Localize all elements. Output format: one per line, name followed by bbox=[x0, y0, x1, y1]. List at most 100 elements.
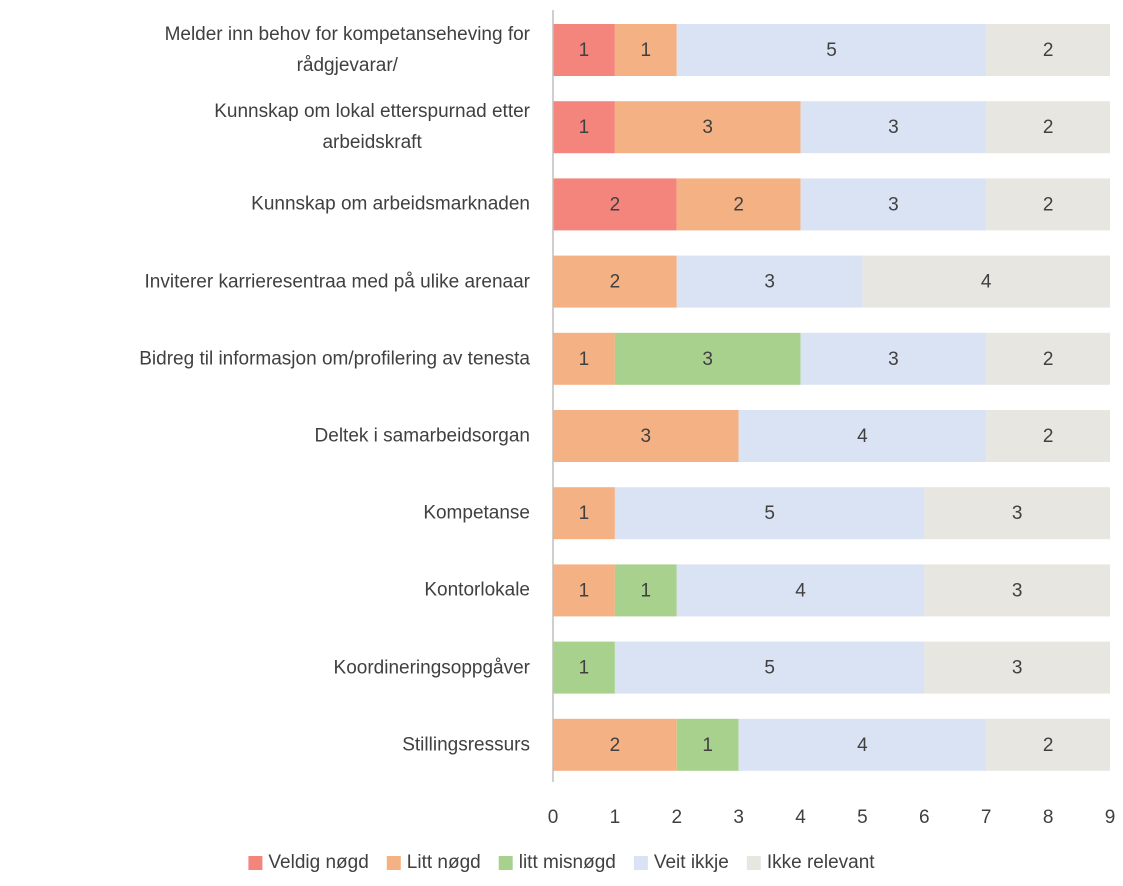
bar-segment bbox=[986, 332, 1110, 385]
data-label: 1 bbox=[579, 503, 590, 524]
bar-segment bbox=[924, 641, 1110, 694]
legend-label: Ikke relevant bbox=[767, 852, 875, 873]
data-label: 3 bbox=[702, 117, 713, 138]
data-label: 2 bbox=[1043, 194, 1054, 215]
data-label: 3 bbox=[641, 426, 652, 447]
category-label: Kontorlokale bbox=[424, 579, 530, 601]
legend-swatch bbox=[633, 856, 648, 870]
x-tick-label: 7 bbox=[981, 807, 992, 828]
category-label: Kunnskap om lokal etterspurnad etter arb… bbox=[214, 101, 530, 154]
data-label: 3 bbox=[888, 349, 899, 370]
bar-segment bbox=[553, 255, 677, 308]
x-tick-label: 6 bbox=[919, 807, 930, 828]
x-tick-label: 1 bbox=[610, 807, 621, 828]
bar-segment bbox=[553, 24, 615, 76]
data-label: 1 bbox=[579, 117, 590, 138]
x-tick-label: 2 bbox=[671, 807, 682, 828]
data-label: 1 bbox=[579, 658, 590, 679]
category-label: Melder inn behov for kompetanseheving fo… bbox=[164, 24, 530, 76]
data-label: 2 bbox=[610, 735, 621, 756]
category-label: Bidreg til informasjon om/profilering av… bbox=[139, 348, 530, 370]
x-tick-label: 0 bbox=[548, 807, 559, 828]
data-label: 5 bbox=[826, 40, 837, 61]
bar-segment bbox=[614, 101, 801, 154]
bar-segment bbox=[676, 564, 925, 617]
bar-segment bbox=[924, 487, 1110, 540]
bar-segment bbox=[986, 101, 1110, 154]
bar-segment bbox=[800, 332, 987, 385]
data-label: 3 bbox=[888, 194, 899, 215]
bar-segment bbox=[986, 178, 1110, 231]
data-label: 2 bbox=[1043, 40, 1054, 61]
legend-label: Litt nøgd bbox=[407, 852, 481, 873]
legend-swatch bbox=[498, 856, 513, 870]
data-label: 2 bbox=[1043, 349, 1054, 370]
bar-segment bbox=[676, 718, 739, 771]
data-label: 2 bbox=[610, 272, 621, 293]
bar-segment bbox=[553, 332, 615, 385]
category-label: Kompetanse bbox=[423, 502, 530, 524]
bar-segment bbox=[614, 641, 925, 694]
bar-segment bbox=[553, 487, 615, 540]
bar-segment bbox=[986, 410, 1110, 462]
data-label: 1 bbox=[702, 735, 713, 756]
data-label: 4 bbox=[981, 272, 992, 293]
data-label: 3 bbox=[1012, 658, 1023, 679]
bar-segment bbox=[986, 24, 1110, 76]
bar-segment bbox=[614, 564, 677, 617]
data-label: 3 bbox=[1012, 503, 1023, 524]
bar-segment bbox=[738, 410, 987, 462]
data-label: 1 bbox=[641, 40, 652, 61]
bar-segment bbox=[553, 101, 615, 154]
bar-segment bbox=[553, 564, 615, 617]
data-label: 3 bbox=[888, 117, 899, 138]
data-label: 2 bbox=[1043, 426, 1054, 447]
legend-label: Veit ikkje bbox=[654, 852, 729, 873]
x-tick-label: 9 bbox=[1105, 807, 1116, 828]
x-tick-label: 4 bbox=[795, 807, 806, 828]
x-tick-label: 5 bbox=[857, 807, 868, 828]
data-label: 1 bbox=[579, 580, 590, 601]
legend-swatch bbox=[746, 856, 761, 870]
x-tick-label: 8 bbox=[1043, 807, 1054, 828]
bar-segment bbox=[800, 101, 987, 154]
bar-segment bbox=[614, 332, 801, 385]
bar-segment bbox=[553, 641, 615, 694]
bar-segment bbox=[862, 255, 1110, 308]
data-label: 1 bbox=[641, 580, 652, 601]
data-label: 5 bbox=[764, 503, 775, 524]
data-label: 1 bbox=[579, 349, 590, 370]
data-label: 3 bbox=[764, 272, 775, 293]
bar-segment bbox=[553, 178, 677, 231]
data-label: 5 bbox=[764, 658, 775, 679]
category-label: Kunnskap om arbeidsmarknaden bbox=[251, 193, 530, 215]
data-label: 4 bbox=[857, 426, 868, 447]
data-label: 4 bbox=[857, 735, 868, 756]
data-label: 2 bbox=[1043, 117, 1054, 138]
data-label: 2 bbox=[1043, 735, 1054, 756]
legend-swatch bbox=[248, 856, 263, 870]
bar-segment bbox=[614, 487, 925, 540]
data-label: 3 bbox=[1012, 580, 1023, 601]
legend-label: Veldig nøgd bbox=[268, 852, 368, 873]
legend-swatch bbox=[386, 856, 401, 870]
bar-segment bbox=[676, 255, 863, 308]
data-label: 1 bbox=[579, 40, 590, 61]
legend-label: litt misnøgd bbox=[519, 852, 616, 873]
bar-segment bbox=[676, 178, 801, 231]
x-tick-label: 3 bbox=[733, 807, 744, 828]
bar-segment bbox=[924, 564, 1110, 617]
category-label: Stillingsressurs bbox=[402, 734, 530, 756]
bar-segment bbox=[738, 718, 987, 771]
bar-segment bbox=[614, 24, 677, 76]
bar-segment bbox=[986, 718, 1110, 771]
data-label: 2 bbox=[610, 194, 621, 215]
data-label: 4 bbox=[795, 580, 806, 601]
bar-segment bbox=[553, 718, 677, 771]
data-label: 2 bbox=[733, 194, 744, 215]
category-label: Deltek i samarbeidsorgan bbox=[314, 425, 530, 447]
category-label: Inviterer karrieresentraa med på ulike a… bbox=[144, 271, 530, 293]
bar-segment bbox=[676, 24, 987, 76]
